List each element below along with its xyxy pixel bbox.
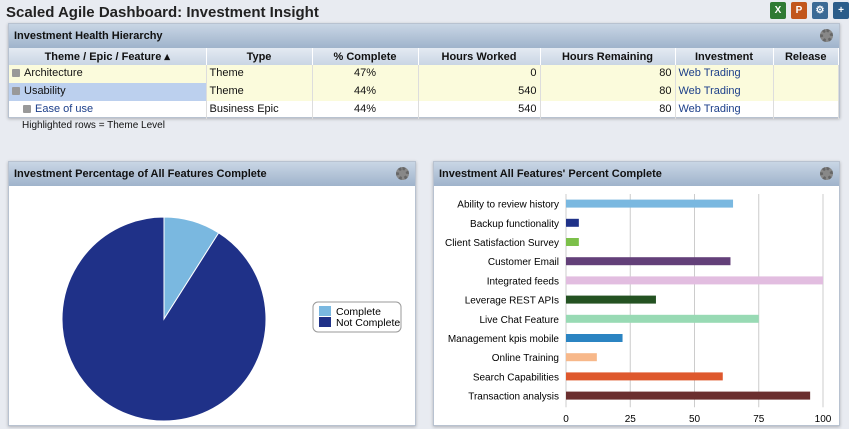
row-type: Theme [206,65,313,83]
column-header-type[interactable]: Type [206,48,313,65]
row-worked: 0 [418,65,541,83]
y-tick-label: Customer Email [488,257,559,268]
add-icon[interactable]: + [833,2,849,19]
investment-link[interactable]: Web Trading [678,103,741,115]
y-tick-label: Online Training [492,353,559,364]
pie-panel: Investment Percentage of All Features Co… [8,161,416,426]
panel-title: Investment Health Hierarchy [14,30,163,42]
row-remaining: 80 [540,83,676,101]
legend-label: Complete [336,306,381,318]
column-header-release[interactable]: Release [773,48,839,65]
gear-icon[interactable] [820,29,833,42]
row-remaining: 80 [540,101,676,119]
column-header-investment[interactable]: Investment [675,48,774,65]
powerpoint-icon[interactable]: P [791,2,807,19]
legend-swatch [319,317,331,327]
y-tick-label: Transaction analysis [468,392,559,403]
bar-4 [566,276,823,285]
expand-icon[interactable] [23,105,31,113]
expand-icon[interactable] [12,87,20,95]
y-tick-label: Integrated feeds [487,276,559,287]
row-pct: 44% [312,101,419,119]
bar-0 [566,199,734,208]
y-tick-label: Leverage REST APIs [465,296,559,307]
bar-9 [566,372,723,381]
row-release [773,83,839,101]
column-header-pct[interactable]: % Complete [312,48,419,65]
column-header-worked[interactable]: Hours Worked [418,48,541,65]
column-header-name[interactable]: Theme / Epic / Feature ▴ [9,48,207,65]
bar-1 [566,218,579,227]
y-tick-label: Ability to review history [457,200,559,211]
row-type: Business Epic [206,101,313,119]
column-header-remaining[interactable]: Hours Remaining [540,48,676,65]
legend-label: Not Complete [336,317,400,329]
panel-title: Investment All Features' Percent Complet… [439,168,662,180]
bar-3 [566,257,731,266]
row-release [773,65,839,83]
bar-2 [566,238,579,246]
row-remaining: 80 [540,65,676,83]
bar-6 [566,314,759,323]
y-tick-label: Search Capabilities [473,372,559,383]
row-worked: 540 [418,101,541,119]
row-pct: 44% [312,83,419,101]
row-name[interactable]: Ease of use [35,103,94,115]
expand-icon[interactable] [12,69,20,77]
bar-10 [566,391,811,400]
pie-slice-1 [61,216,267,422]
y-tick-label: Live Chat Feature [480,315,560,326]
excel-icon[interactable]: X [770,2,786,19]
y-tick-label: Management kpis mobile [448,334,560,345]
panel-title: Investment Percentage of All Features Co… [14,168,267,180]
legend-note: Highlighted rows = Theme Level [22,120,165,131]
bar-7 [566,334,623,342]
row-name: Architecture [24,67,83,79]
bar-panel: Investment All Features' Percent Complet… [433,161,840,426]
row-name: Usability [24,85,66,97]
investment-link[interactable]: Web Trading [678,67,741,79]
bar-8 [566,353,597,362]
table-row[interactable]: Ease of use Business Epic 44% 540 80 Web… [9,101,839,119]
investment-link[interactable]: Web Trading [678,85,741,97]
table-row[interactable]: Usability Theme 44% 540 80 Web Trading [9,83,839,101]
page-title: Scaled Agile Dashboard: Investment Insig… [6,4,319,21]
toolbar: X P ⚙ + [770,2,849,19]
row-release [773,101,839,119]
table-row[interactable]: Architecture Theme 47% 0 80 Web Trading [9,65,839,83]
legend-swatch [319,306,331,316]
hierarchy-panel: Investment Health Hierarchy Theme / Epic… [8,23,840,119]
y-tick-label: Client Satisfaction Survey [445,238,559,249]
gear-icon[interactable] [396,167,409,180]
gear-icon[interactable] [820,167,833,180]
row-type: Theme [206,83,313,101]
bar-5 [566,295,656,304]
pie-legend [312,301,402,333]
hierarchy-table: Theme / Epic / Feature ▴ Type % Complete… [9,48,839,119]
settings-icon[interactable]: ⚙ [812,2,828,19]
row-pct: 47% [312,65,419,83]
row-worked: 540 [418,83,541,101]
y-tick-label: Backup functionality [470,219,559,230]
